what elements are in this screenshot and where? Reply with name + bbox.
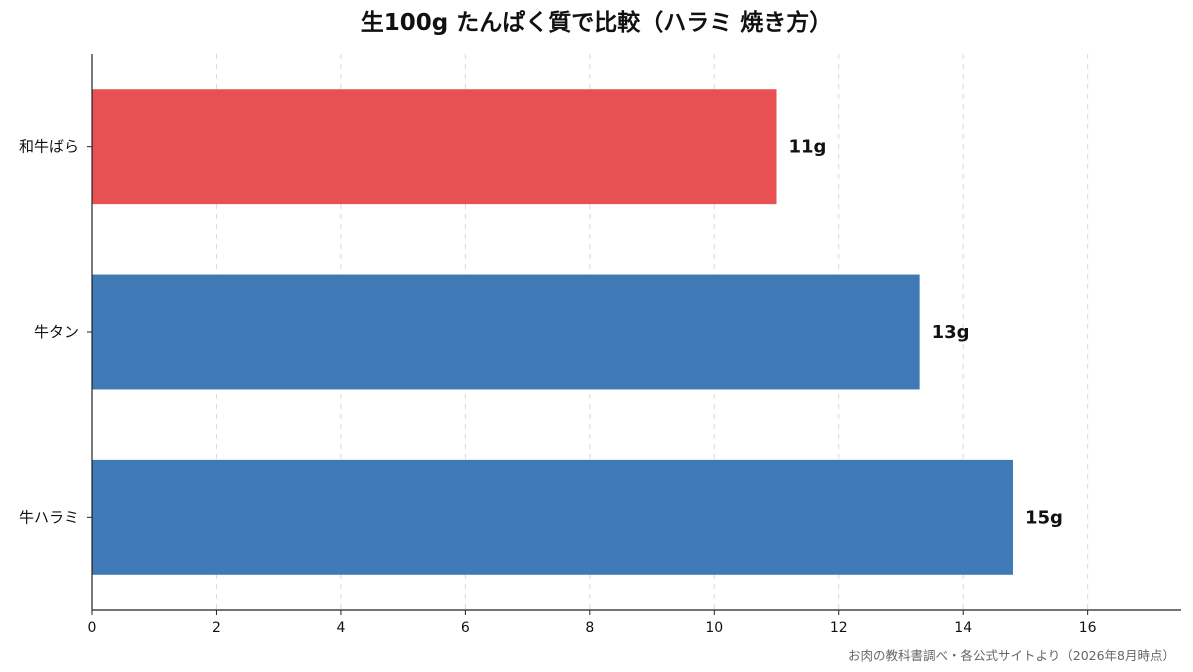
category-label: 和牛ばら (19, 138, 79, 156)
bar (92, 459, 1013, 575)
category-label: 牛タン (34, 323, 79, 341)
source-note: お肉の教科書調べ・各公式サイトより（2026年8月時点） (847, 648, 1175, 663)
x-tick-label: 4 (336, 620, 345, 636)
x-tick-label: 10 (705, 620, 723, 636)
value-label: 11g (789, 137, 827, 158)
value-label: 15g (1025, 507, 1063, 528)
value-label: 13g (932, 322, 970, 343)
x-tick-label: 8 (585, 620, 594, 636)
bars (92, 89, 1013, 575)
labels: 11g 和牛ばら 13g 牛タン 15g 牛ハラミ 0 2 4 6 8 10 12 14 16 (19, 137, 1097, 636)
chart-title: 生100g たんぱく質で比較（ハラミ 焼き方） (360, 10, 833, 36)
category-label: 牛ハラミ (19, 508, 79, 526)
x-tick-label: 16 (1079, 620, 1097, 636)
x-tick-label: 0 (88, 620, 97, 636)
x-tick-label: 14 (954, 620, 972, 636)
axes (87, 54, 1181, 615)
x-tick-label: 6 (461, 620, 470, 636)
bar (92, 274, 920, 390)
x-tick-label: 2 (212, 620, 221, 636)
bar (92, 89, 777, 205)
x-tick-label: 12 (830, 620, 848, 636)
